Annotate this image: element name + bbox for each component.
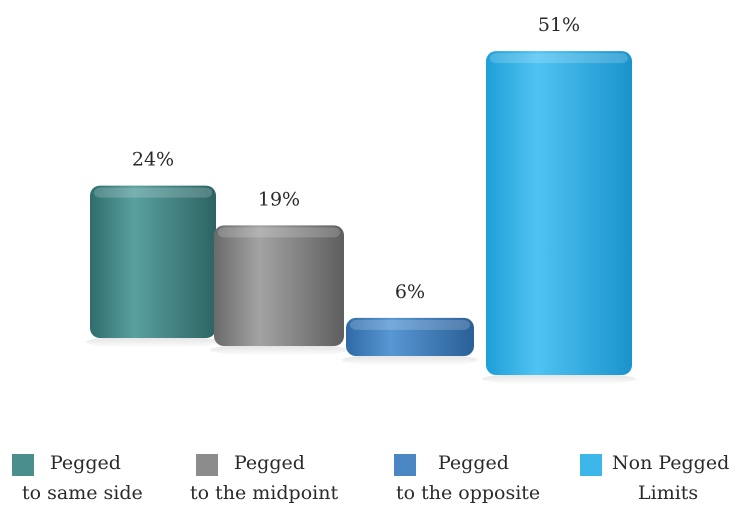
legend-swatch-same-side [12, 454, 34, 476]
bar-midpoint [214, 225, 344, 346]
legend-label-line2: to the opposite [396, 482, 541, 504]
legend: Pegged to same side Pegged to the midpoi… [0, 452, 739, 512]
bar-highlight-same-side [94, 187, 212, 198]
legend-swatch-opposite [394, 454, 416, 476]
data-label-midpoint: 19% [258, 188, 300, 210]
data-label-non-pegged: 51% [538, 14, 580, 36]
legend-label-line2: Limits [638, 482, 699, 504]
bar-shadow-non-pegged [482, 373, 636, 385]
legend-swatch-midpoint [196, 454, 218, 476]
legend-swatch-non-pegged [580, 454, 602, 476]
bar-shadow-opposite [342, 354, 478, 366]
legend-label-line1: Non Pegged [612, 452, 730, 474]
legend-label-line1: Pegged [438, 452, 509, 474]
bar-same-side [90, 185, 216, 338]
bar-opposite [346, 317, 474, 356]
bar-highlight-non-pegged [490, 53, 628, 64]
bar-highlight-opposite [350, 319, 470, 330]
bar-non-pegged [486, 51, 632, 376]
legend-label-line2: to the midpoint [190, 482, 339, 504]
legend-label-line2: to same side [22, 482, 143, 504]
bar-highlight-midpoint [218, 227, 340, 238]
bar-shadow-midpoint [210, 344, 348, 356]
legend-label-line1: Pegged [50, 452, 121, 474]
legend-label-line1: Pegged [234, 452, 305, 474]
data-label-opposite: 6% [395, 281, 425, 303]
bar-shadow-same-side [86, 336, 220, 348]
data-label-same-side: 24% [132, 149, 174, 171]
